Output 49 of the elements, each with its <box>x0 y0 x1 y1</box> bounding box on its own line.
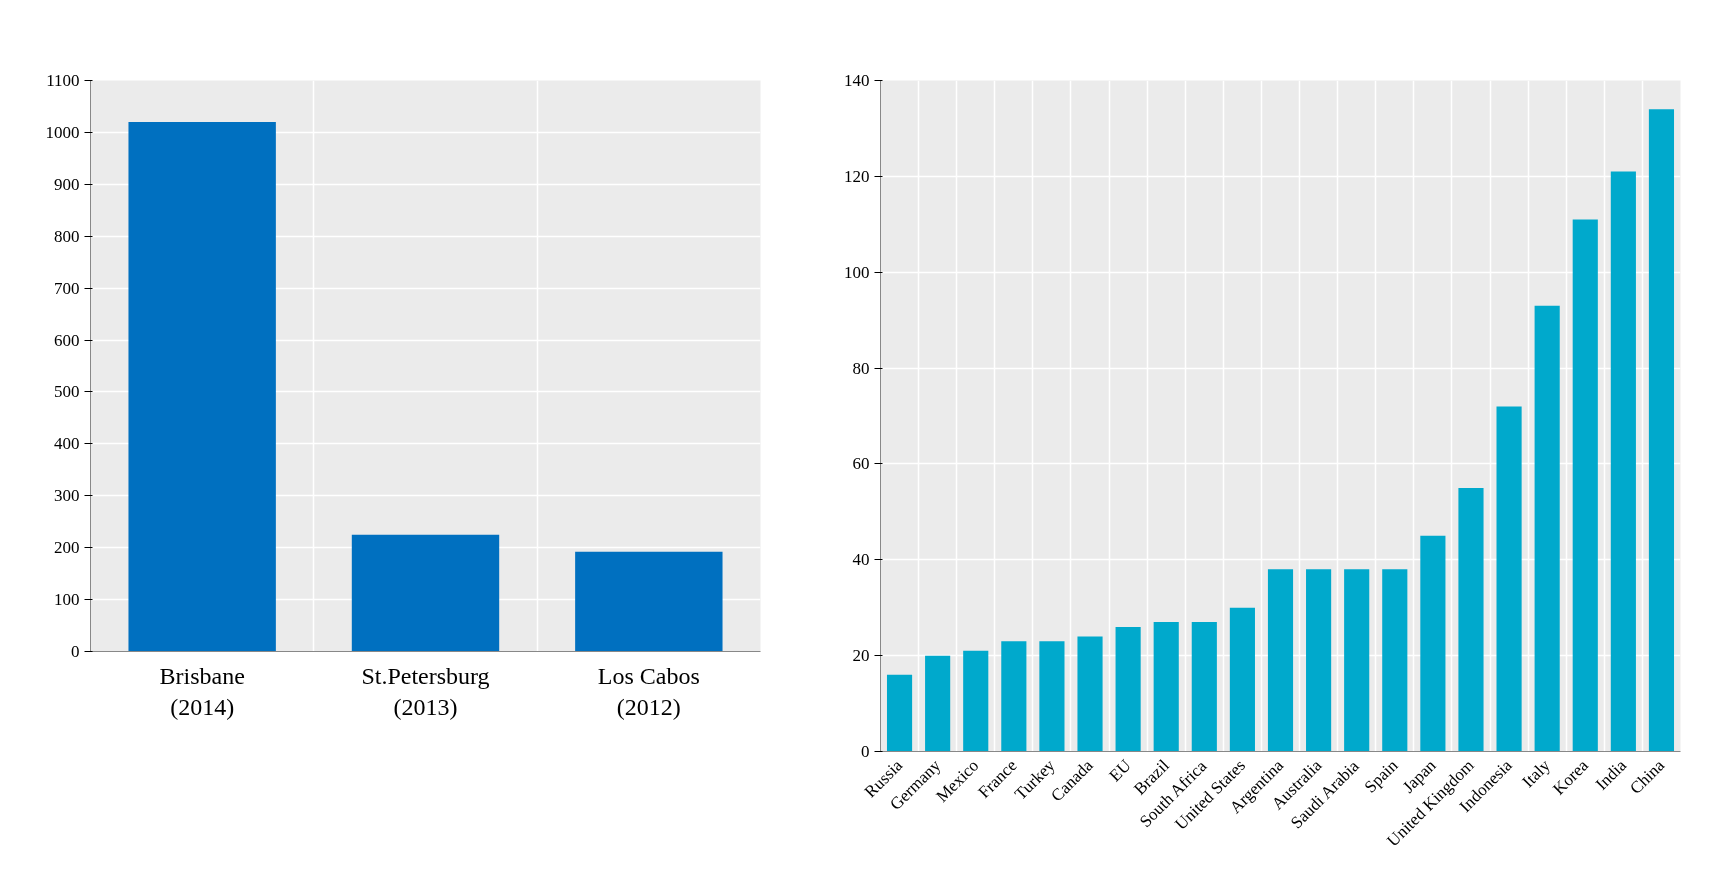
y-tick-label: 600 <box>54 330 80 350</box>
bar <box>1534 305 1560 752</box>
x-tick-label: EU <box>1105 755 1135 786</box>
bar <box>1115 626 1141 752</box>
bar <box>963 650 989 752</box>
y-tick-label: 100 <box>54 590 80 610</box>
y-tick-label: 200 <box>54 538 80 558</box>
y-tick-label: 40 <box>852 550 870 570</box>
x-tick-label: India <box>1591 755 1631 794</box>
bar <box>1648 109 1675 752</box>
y-tick-label: 700 <box>54 278 80 298</box>
y-tick-label: 0 <box>861 742 870 761</box>
x-tick-label: Brisbane (2014) <box>159 662 245 720</box>
y-tick-label: 800 <box>54 226 80 246</box>
y-tick-label: 20 <box>852 646 870 666</box>
bar <box>1267 569 1294 752</box>
bar <box>886 674 913 752</box>
x-tick-label: Los Cabos (2012) <box>597 662 700 720</box>
bar <box>1306 569 1332 752</box>
bar <box>128 122 276 652</box>
y-tick-label: 100 <box>844 262 870 282</box>
y-tick-label: 60 <box>852 454 870 474</box>
y-tick-label: 80 <box>852 358 870 378</box>
y-tick-label: 140 <box>844 71 870 90</box>
y-tick-label: 1100 <box>46 71 80 90</box>
y-tick-label: 300 <box>54 486 80 506</box>
bar <box>351 534 500 652</box>
y-tick-label: 0 <box>71 642 80 661</box>
bar <box>1039 641 1065 752</box>
y-tick-label: 500 <box>54 382 80 402</box>
bar <box>1420 535 1446 752</box>
bar <box>1153 622 1179 752</box>
bar <box>1001 641 1027 752</box>
bar <box>575 551 723 652</box>
bar <box>1344 569 1370 752</box>
bar <box>1077 636 1103 752</box>
bar <box>1382 569 1408 752</box>
bar <box>925 655 951 752</box>
bar <box>1610 171 1636 752</box>
bar <box>1229 607 1255 752</box>
x-tick-label: St.Petersburg (2013) <box>361 662 490 720</box>
bar <box>1572 219 1598 752</box>
y-tick-label: 120 <box>844 166 870 186</box>
bar <box>1496 406 1522 752</box>
y-tick-label: 1000 <box>45 122 80 142</box>
bar <box>1191 622 1217 752</box>
bar <box>1458 487 1484 752</box>
y-tick-label: 900 <box>54 174 80 194</box>
y-tick-label: 400 <box>54 434 80 454</box>
